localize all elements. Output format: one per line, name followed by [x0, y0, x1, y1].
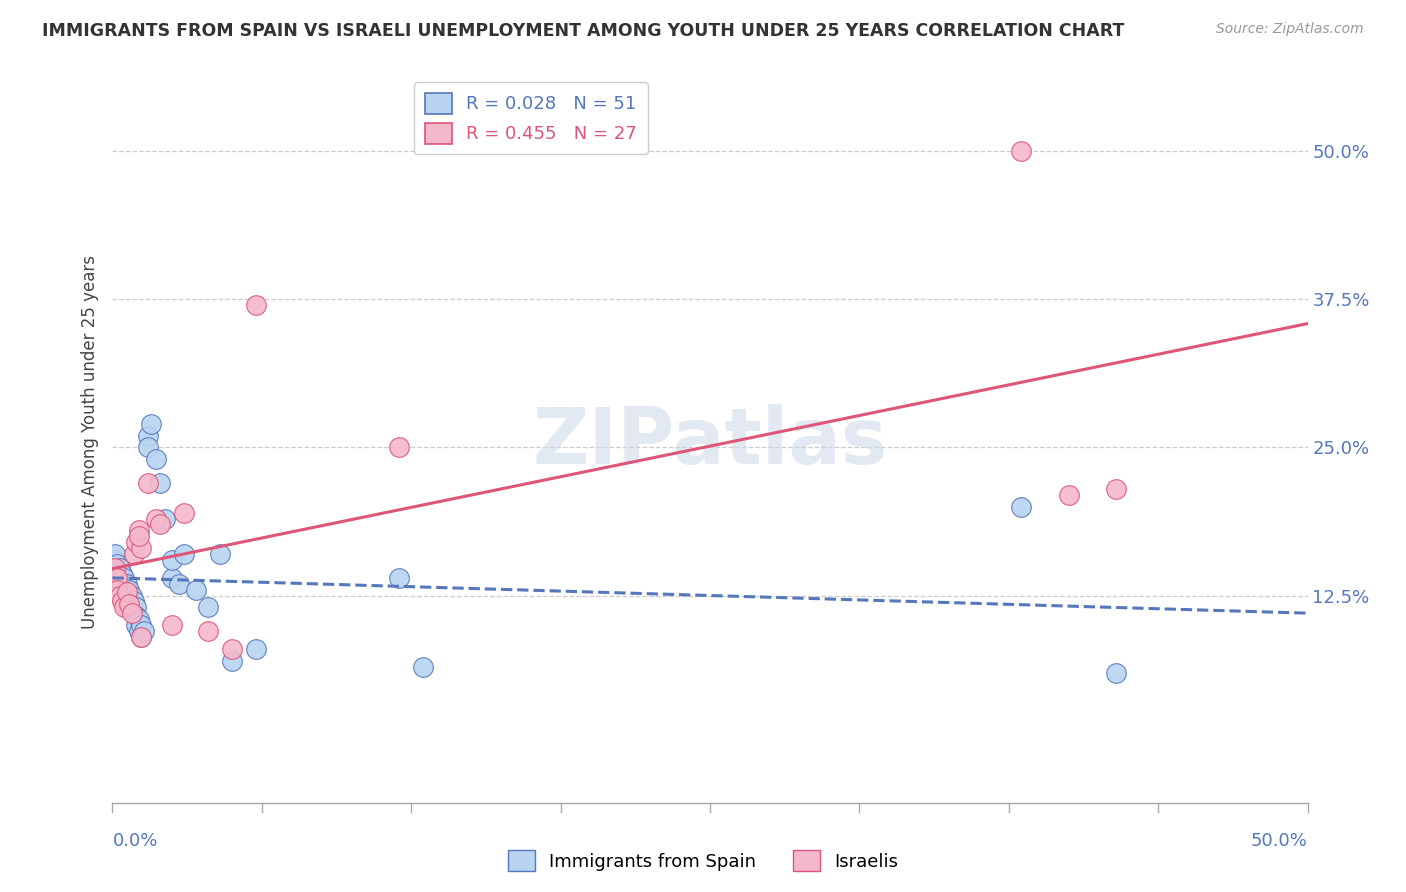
Legend: R = 0.028   N = 51, R = 0.455   N = 27: R = 0.028 N = 51, R = 0.455 N = 27: [413, 82, 648, 154]
Point: [138, 441, 160, 455]
Legend: Immigrants from Spain, Israelis: Immigrants from Spain, Israelis: [501, 843, 905, 879]
Point: [186, 582, 208, 597]
Point: [114, 594, 135, 608]
Point: [129, 541, 152, 556]
Point: [118, 582, 141, 597]
Point: [1010, 145, 1032, 159]
Point: [105, 571, 128, 585]
Point: [162, 571, 183, 585]
Point: [129, 618, 152, 632]
Text: 50.0%: 50.0%: [1251, 832, 1308, 850]
Point: [129, 630, 152, 644]
Point: [412, 659, 434, 673]
Point: [121, 600, 143, 615]
Text: ZIPatlas: ZIPatlas: [533, 403, 887, 480]
Point: [145, 511, 167, 525]
Point: [209, 547, 232, 561]
Point: [105, 582, 128, 597]
Point: [105, 557, 128, 571]
Point: [114, 582, 135, 597]
Point: [221, 641, 243, 656]
Y-axis label: Unemployment Among Youth under 25 years: Unemployment Among Youth under 25 years: [80, 254, 98, 629]
Point: [138, 428, 160, 442]
Point: [104, 561, 127, 575]
Point: [108, 573, 131, 587]
Text: 0.0%: 0.0%: [112, 832, 157, 850]
Point: [128, 529, 150, 543]
Point: [128, 524, 150, 538]
Point: [173, 506, 195, 520]
Point: [145, 452, 167, 467]
Point: [114, 571, 135, 585]
Point: [149, 475, 172, 490]
Point: [197, 624, 219, 638]
Point: [111, 594, 134, 608]
Point: [108, 585, 131, 599]
Point: [149, 517, 172, 532]
Point: [129, 630, 152, 644]
Point: [111, 567, 134, 582]
Point: [221, 654, 243, 668]
Point: [125, 600, 148, 615]
Point: [162, 553, 183, 567]
Point: [115, 585, 138, 599]
Point: [139, 417, 162, 431]
Point: [104, 547, 127, 561]
Point: [125, 618, 148, 632]
Point: [138, 475, 160, 490]
Point: [115, 589, 138, 603]
Point: [121, 589, 143, 603]
Point: [162, 618, 183, 632]
Point: [111, 589, 134, 603]
Point: [128, 612, 150, 626]
Point: [115, 576, 138, 591]
Point: [108, 589, 131, 603]
Point: [118, 597, 141, 611]
Point: [1105, 665, 1128, 680]
Point: [108, 561, 131, 575]
Point: [173, 547, 195, 561]
Text: IMMIGRANTS FROM SPAIN VS ISRAELI UNEMPLOYMENT AMONG YOUTH UNDER 25 YEARS CORRELA: IMMIGRANTS FROM SPAIN VS ISRAELI UNEMPLO…: [42, 22, 1125, 40]
Point: [122, 607, 145, 621]
Point: [128, 624, 150, 638]
Point: [104, 553, 127, 567]
Point: [169, 576, 191, 591]
Point: [111, 576, 134, 591]
Point: [132, 624, 155, 638]
Point: [105, 571, 128, 585]
Point: [122, 594, 145, 608]
Point: [1010, 500, 1032, 514]
Point: [125, 608, 148, 623]
Point: [153, 511, 176, 525]
Text: Source: ZipAtlas.com: Source: ZipAtlas.com: [1216, 22, 1364, 37]
Point: [388, 441, 411, 455]
Point: [1105, 482, 1128, 496]
Point: [245, 298, 267, 312]
Point: [114, 600, 135, 615]
Point: [388, 571, 411, 585]
Point: [245, 641, 267, 656]
Point: [122, 547, 145, 561]
Point: [197, 600, 219, 615]
Point: [121, 607, 143, 621]
Point: [105, 565, 128, 579]
Point: [125, 535, 148, 549]
Point: [105, 580, 128, 594]
Point: [1057, 488, 1080, 502]
Point: [118, 594, 141, 608]
Point: [115, 600, 138, 615]
